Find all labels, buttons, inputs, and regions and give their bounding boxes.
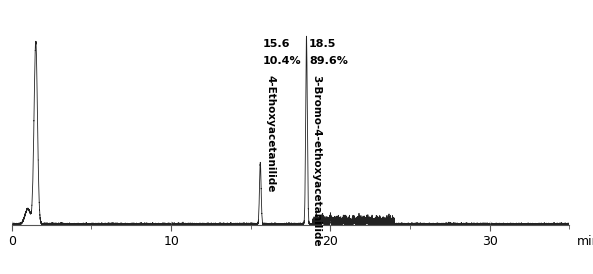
Text: 89.6%: 89.6% bbox=[309, 56, 347, 66]
Text: 18.5: 18.5 bbox=[309, 39, 336, 48]
Text: 3-Bromo-4-ethoxyacetanilide: 3-Bromo-4-ethoxyacetanilide bbox=[311, 75, 321, 247]
Text: 4-Ethoxyacetanilide: 4-Ethoxyacetanilide bbox=[265, 75, 275, 192]
Text: 15.6: 15.6 bbox=[263, 39, 290, 48]
Text: 10.4%: 10.4% bbox=[263, 56, 301, 66]
Text: min: min bbox=[577, 235, 593, 248]
